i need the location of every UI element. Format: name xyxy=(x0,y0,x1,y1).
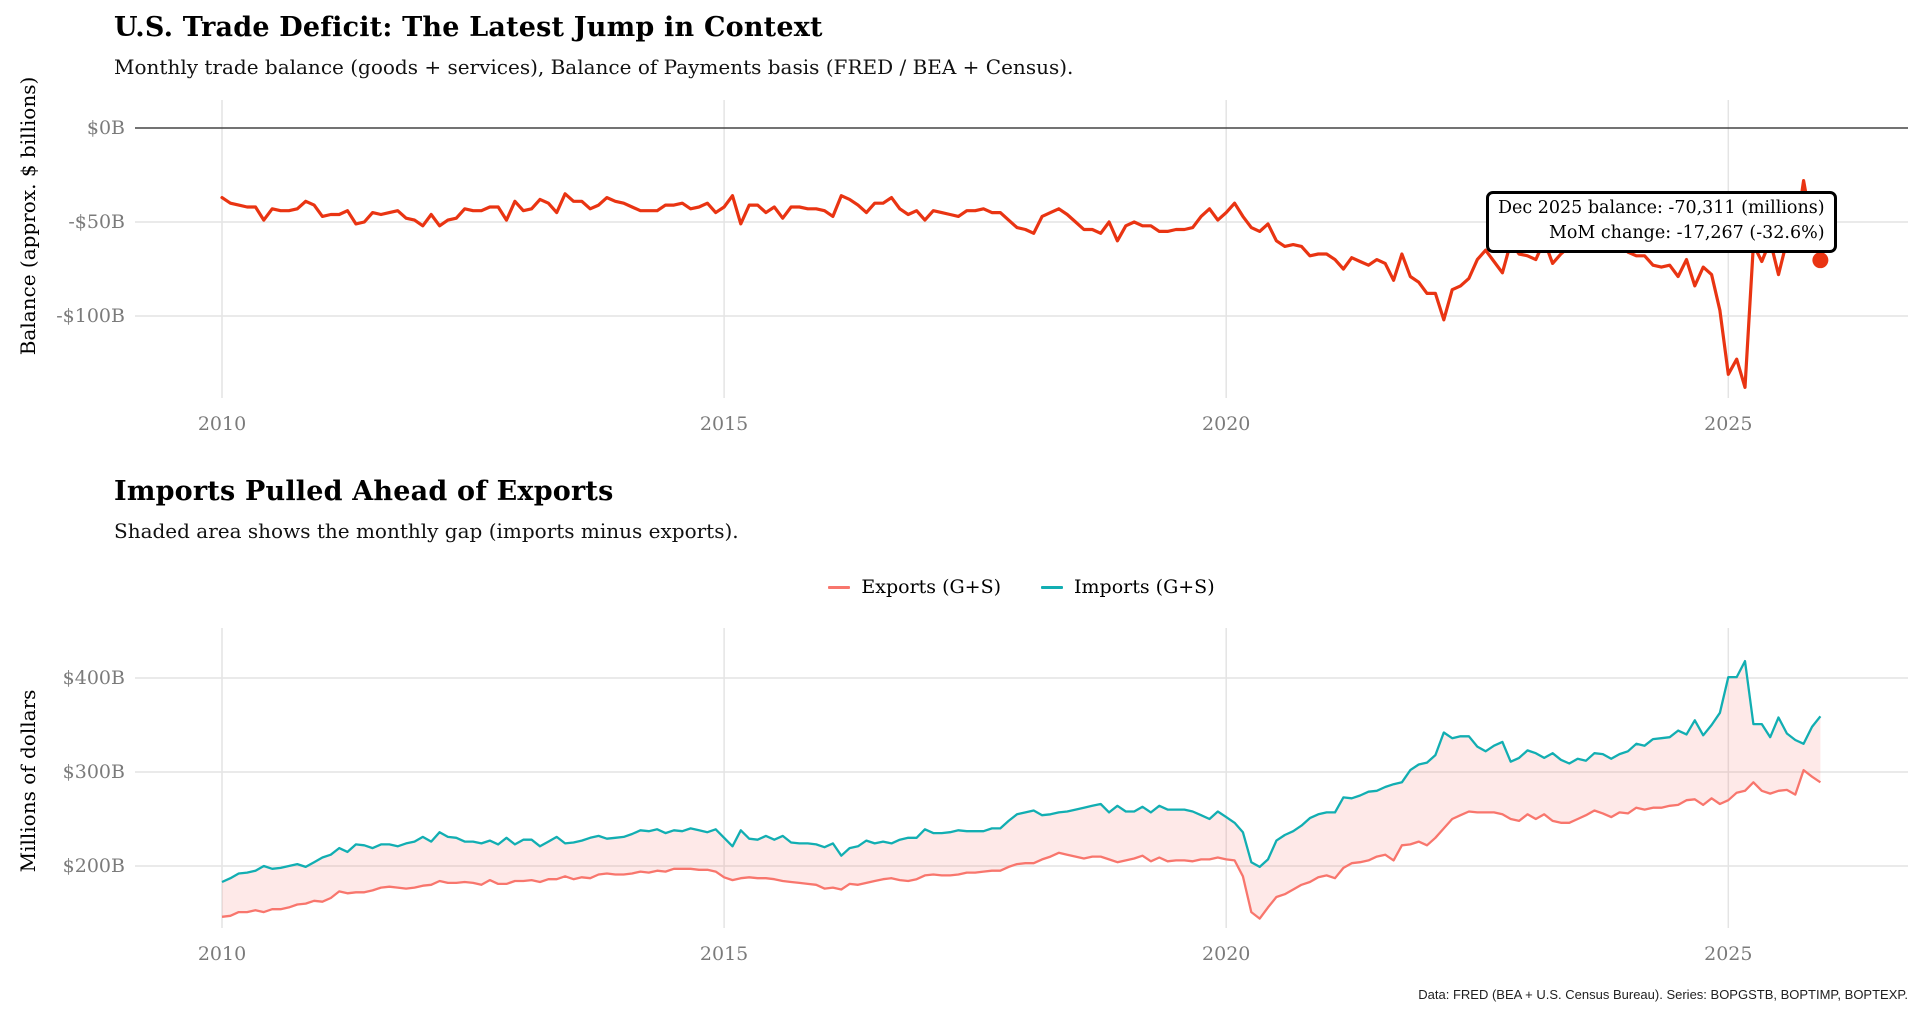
imports-line-swatch xyxy=(1041,585,1064,589)
top-chart-y-axis-title: Balance (approx. $ billions) xyxy=(16,76,40,356)
latest-point-annotation: Dec 2025 balance: -70,311 (millions) MoM… xyxy=(1486,191,1837,253)
exports-line-swatch xyxy=(828,585,851,589)
y-tick-label: $400B xyxy=(63,667,125,689)
x-tick-label: 2010 xyxy=(198,943,246,965)
y-tick-label: $200B xyxy=(63,855,125,877)
x-tick-label: 2020 xyxy=(1202,943,1250,965)
y-tick-label: -$100B xyxy=(56,305,125,327)
balance-line xyxy=(220,179,1822,389)
legend-item-exports: Exports (G+S) xyxy=(828,576,1001,598)
exports-imports-plot: $400B $300B $200B 2010 2015 2020 2025 xyxy=(63,628,1908,965)
trade-gap-area xyxy=(222,661,1821,919)
x-tick-label: 2010 xyxy=(198,413,246,435)
bottom-chart-y-axis-title: Millions of dollars xyxy=(16,689,40,873)
x-tick-label: 2025 xyxy=(1704,943,1752,965)
x-tick-label: 2020 xyxy=(1202,413,1250,435)
latest-point-marker xyxy=(1812,252,1829,269)
bottom-chart-title: Imports Pulled Ahead of Exports xyxy=(114,476,614,507)
y-tick-label: $300B xyxy=(63,761,125,783)
imports-line xyxy=(221,659,1822,884)
legend: Exports (G+S) Imports (G+S) xyxy=(135,576,1908,598)
annotation-mom-line: MoM change: -17,267 (-32.6%) xyxy=(1548,223,1825,243)
legend-item-imports: Imports (G+S) xyxy=(1041,576,1215,598)
x-tick-label: 2025 xyxy=(1704,413,1752,435)
top-chart-title: U.S. Trade Deficit: The Latest Jump in C… xyxy=(114,12,823,43)
data-source-note: Data: FRED (BEA + U.S. Census Bureau). S… xyxy=(1418,987,1908,1002)
legend-label-imports: Imports (G+S) xyxy=(1074,576,1215,598)
legend-label-exports: Exports (G+S) xyxy=(861,576,1002,598)
x-tick-label: 2015 xyxy=(700,413,748,435)
y-tick-label: -$50B xyxy=(68,211,125,233)
trade-balance-plot: $0B -$50B -$100B 2010 2015 2020 2025 xyxy=(56,100,1908,435)
bottom-chart-subtitle: Shaded area shows the monthly gap (impor… xyxy=(114,519,739,543)
y-tick-label: $0B xyxy=(87,117,125,139)
x-tick-label: 2015 xyxy=(700,943,748,965)
exports-line xyxy=(221,768,1822,920)
top-chart-subtitle: Monthly trade balance (goods + services)… xyxy=(114,55,1074,79)
annotation-balance-line: Dec 2025 balance: -70,311 (millions) xyxy=(1498,198,1825,218)
